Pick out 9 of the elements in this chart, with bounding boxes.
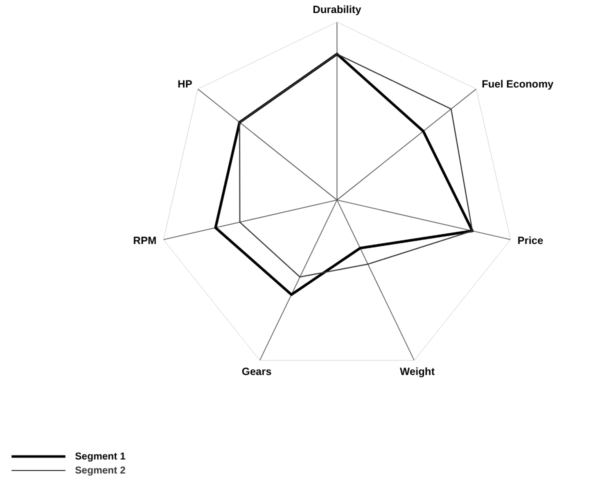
text: Segment 2 (75, 466, 126, 476)
spoke-label: Price (517, 235, 544, 248)
spoke-label: HP (178, 78, 192, 91)
spoke-label: Weight (400, 366, 436, 378)
spoke-label: Gears (242, 366, 272, 378)
spoke-label: RPM (133, 235, 157, 248)
text: Segment 1 (75, 452, 126, 462)
spoke-label: Durability (312, 4, 362, 16)
spoke-label: Fuel Economy (482, 78, 554, 91)
